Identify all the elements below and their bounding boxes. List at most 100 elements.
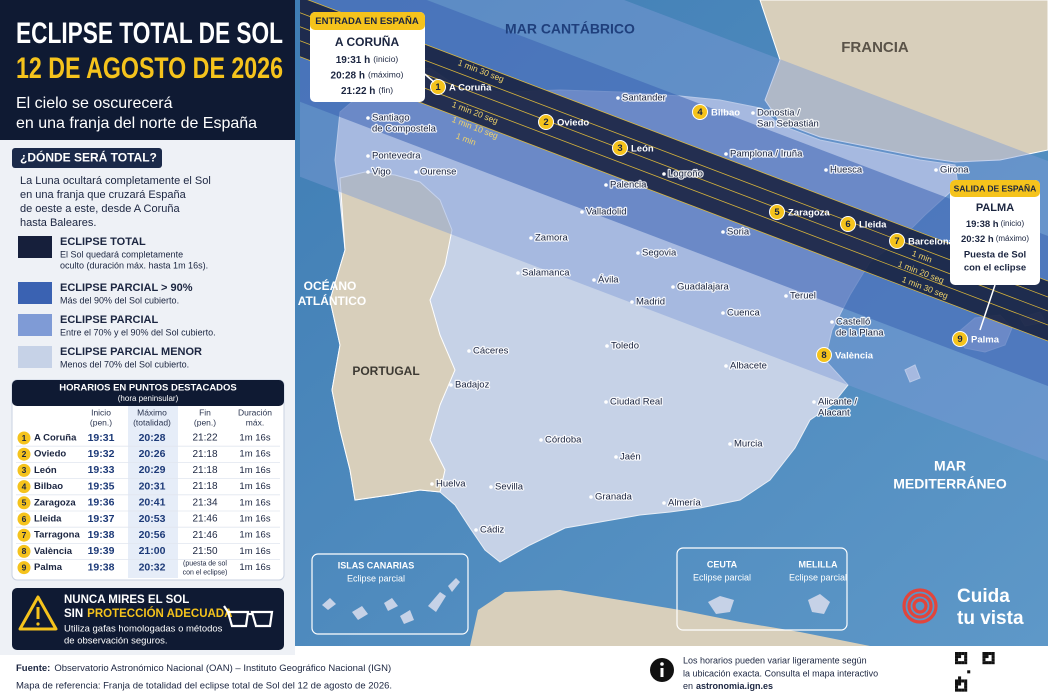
city-dot — [604, 183, 608, 187]
row-place: València — [34, 546, 73, 557]
footer-note: en astronomia.ign.es — [683, 681, 773, 691]
row-end: 21:18 — [192, 465, 217, 476]
city-dot — [721, 311, 725, 315]
qr-cell — [961, 679, 965, 683]
entry-place: A CORUÑA — [335, 34, 400, 49]
row-number: 4 — [22, 481, 27, 491]
city-label: Ciudad Real — [610, 397, 662, 408]
header-bg — [0, 0, 295, 140]
city-label: Logroño — [668, 169, 703, 180]
city-label: Palencia — [610, 180, 647, 191]
city-label: Soria — [727, 227, 750, 238]
column-header: (pen.) — [194, 417, 216, 427]
intro-text: hasta Baleares. — [20, 217, 96, 229]
city-label: Zamora — [535, 233, 568, 244]
inset-land — [808, 594, 830, 614]
qr-cell — [964, 679, 968, 683]
qr-cell — [955, 688, 959, 692]
warning-text: Utiliza gafas homologadas o métodos — [64, 624, 223, 635]
row-marker — [17, 447, 31, 461]
inset-frame — [676, 547, 848, 631]
row-marker — [17, 512, 31, 526]
legend-swatch — [18, 282, 52, 304]
row-end: 21:34 — [192, 497, 217, 508]
city-dot — [751, 111, 755, 115]
legend-swatch — [18, 236, 52, 258]
city-label: Girona — [940, 165, 969, 176]
marker-label: León — [631, 144, 654, 155]
exit-box — [950, 180, 1040, 285]
country-label: PORTUGAL — [352, 364, 419, 378]
city-dot — [580, 210, 584, 214]
subtitle: El cielo se oscurecerá — [16, 95, 173, 112]
row-number: 6 — [22, 514, 27, 524]
qr-cell — [991, 652, 995, 656]
band-total — [300, 0, 1048, 342]
marker-number: 1 — [435, 82, 441, 93]
legend-desc: El Sol quedará completamente — [60, 249, 183, 259]
city-dot — [812, 400, 816, 404]
ocean-label: OCÉANO — [304, 278, 357, 293]
row-end: 21:50 — [192, 546, 217, 557]
inset-island — [384, 598, 398, 611]
qr-cell — [958, 676, 962, 680]
qr-cell — [985, 661, 989, 665]
qr-cell — [958, 688, 962, 692]
text-span: SIN — [64, 608, 83, 620]
text-span: 20:32 h — [961, 234, 994, 245]
qr-cell — [982, 658, 986, 662]
text-span: (fin) — [378, 85, 393, 95]
city-dot — [489, 485, 493, 489]
row-start: 19:37 — [88, 513, 115, 525]
row-marker — [17, 561, 31, 575]
column-header: Máximo — [137, 407, 167, 417]
qr-cell — [955, 652, 959, 656]
section-heading: ¿DÓNDE SERÁ TOTAL? — [20, 150, 157, 165]
inset-island — [322, 598, 336, 610]
marker-number: 4 — [697, 107, 703, 118]
exit-note: con el eclipse — [964, 263, 1026, 274]
qr-code — [955, 652, 995, 692]
row-duration: 1m 16s — [239, 433, 270, 444]
max-column — [128, 406, 178, 578]
city-dot — [467, 349, 471, 353]
text-span: 19:31 h — [336, 55, 370, 66]
city-label: Huelva — [436, 479, 466, 490]
title: ECLIPSE TOTAL DE SOL — [16, 17, 283, 50]
portugal-land — [329, 171, 456, 501]
country-label: FRANCIA — [841, 39, 909, 56]
qr-cell — [958, 661, 962, 665]
city-label: Ourense — [420, 167, 456, 178]
glasses-part — [223, 605, 274, 628]
brand-text: Cuida — [957, 586, 1010, 607]
qr-cell — [958, 679, 962, 683]
glasses-icon — [223, 605, 274, 628]
qr-cell — [988, 661, 992, 665]
row-start: 19:32 — [88, 448, 115, 460]
city-label: Murcia — [734, 439, 763, 450]
row-duration: 1m 16s — [239, 449, 270, 460]
marker-number: 9 — [957, 334, 962, 345]
city-label: Alacant — [818, 408, 850, 419]
warning-icon — [18, 595, 58, 631]
row-start: 19:33 — [88, 464, 115, 476]
text-span: 19:38 h — [966, 219, 999, 230]
qr-cell — [982, 652, 986, 656]
column-header: (pen.) — [90, 417, 112, 427]
row-place: Oviedo — [34, 449, 66, 460]
city-dot — [529, 236, 533, 240]
row-end: con el eclipse) — [183, 569, 228, 576]
row-start: 19:38 — [88, 561, 115, 573]
africa-land — [470, 590, 870, 646]
text-span: PROTECCIÓN ADECUADA — [87, 607, 232, 620]
row-max: 20:28 — [139, 432, 166, 444]
subtitle: en una franja del norte de España — [16, 115, 257, 132]
city-dot — [830, 320, 834, 324]
row-place: Lleida — [34, 514, 62, 525]
city-label: Donostia / — [757, 108, 800, 119]
entry-time: 19:31 h (inicio) — [336, 54, 399, 65]
qr-cell — [985, 655, 989, 659]
text-span: 21:22 h — [341, 86, 375, 97]
city-label: Pontevedra — [372, 151, 421, 162]
row-start: 19:38 — [88, 529, 115, 541]
